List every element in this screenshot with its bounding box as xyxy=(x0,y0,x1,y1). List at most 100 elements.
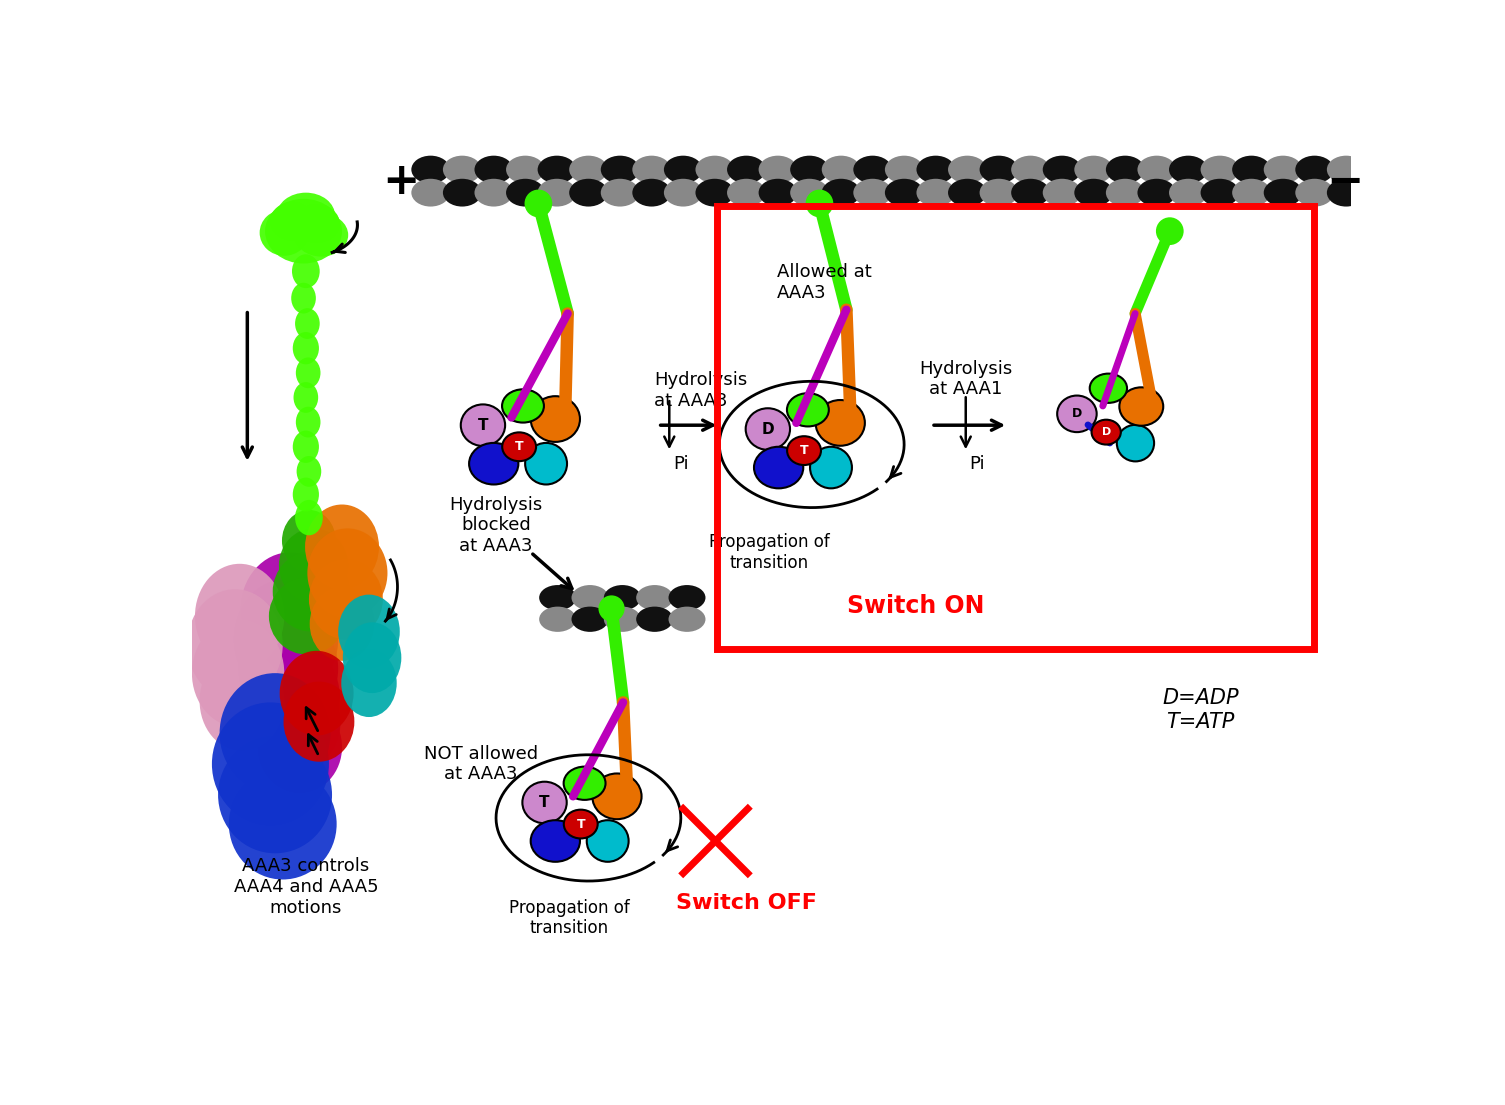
Ellipse shape xyxy=(917,179,956,207)
Ellipse shape xyxy=(727,156,766,183)
Ellipse shape xyxy=(233,579,339,699)
Text: Pi: Pi xyxy=(969,454,986,473)
Ellipse shape xyxy=(1327,156,1365,183)
Ellipse shape xyxy=(593,774,641,819)
Ellipse shape xyxy=(506,179,545,207)
Ellipse shape xyxy=(537,156,576,183)
Ellipse shape xyxy=(885,179,924,207)
Ellipse shape xyxy=(271,202,313,241)
Ellipse shape xyxy=(1156,218,1183,245)
Ellipse shape xyxy=(525,443,567,484)
Ellipse shape xyxy=(1327,179,1365,207)
Ellipse shape xyxy=(306,505,379,589)
Ellipse shape xyxy=(280,651,354,736)
Ellipse shape xyxy=(277,192,336,239)
Ellipse shape xyxy=(474,179,513,207)
Ellipse shape xyxy=(310,587,375,661)
Ellipse shape xyxy=(257,701,342,793)
Ellipse shape xyxy=(853,156,892,183)
Text: T: T xyxy=(539,794,549,810)
Text: T: T xyxy=(576,818,585,831)
Ellipse shape xyxy=(885,156,924,183)
Ellipse shape xyxy=(664,156,703,183)
Ellipse shape xyxy=(265,199,342,263)
Ellipse shape xyxy=(604,585,641,610)
Ellipse shape xyxy=(187,589,283,701)
Ellipse shape xyxy=(292,254,319,288)
Ellipse shape xyxy=(632,179,671,207)
Ellipse shape xyxy=(980,179,1017,207)
Ellipse shape xyxy=(269,578,346,654)
Ellipse shape xyxy=(251,672,340,772)
Ellipse shape xyxy=(411,179,450,207)
Ellipse shape xyxy=(569,156,608,183)
Ellipse shape xyxy=(293,204,340,243)
Ellipse shape xyxy=(569,179,608,207)
Ellipse shape xyxy=(1201,179,1239,207)
Ellipse shape xyxy=(599,596,625,621)
Ellipse shape xyxy=(1011,156,1049,183)
Ellipse shape xyxy=(244,642,340,750)
Text: D=ADP
T=ATP: D=ADP T=ATP xyxy=(1162,688,1239,732)
Ellipse shape xyxy=(668,585,706,610)
Ellipse shape xyxy=(1120,388,1163,425)
Ellipse shape xyxy=(822,179,861,207)
Ellipse shape xyxy=(220,673,331,793)
Ellipse shape xyxy=(822,156,861,183)
Ellipse shape xyxy=(637,607,673,632)
Ellipse shape xyxy=(470,443,518,484)
Ellipse shape xyxy=(600,156,640,183)
Ellipse shape xyxy=(668,607,706,632)
Text: Propagation of
transition: Propagation of transition xyxy=(709,533,829,571)
Text: D: D xyxy=(1102,428,1111,438)
Text: Allowed at
AAA3: Allowed at AAA3 xyxy=(777,263,871,302)
Text: Propagation of
transition: Propagation of transition xyxy=(509,898,629,937)
Ellipse shape xyxy=(600,179,640,207)
Ellipse shape xyxy=(1169,156,1207,183)
Ellipse shape xyxy=(1138,156,1175,183)
Ellipse shape xyxy=(980,156,1017,183)
Ellipse shape xyxy=(1106,156,1144,183)
Ellipse shape xyxy=(295,213,348,256)
Ellipse shape xyxy=(604,607,641,632)
Ellipse shape xyxy=(917,156,956,183)
Ellipse shape xyxy=(637,585,673,610)
Ellipse shape xyxy=(272,551,349,632)
Ellipse shape xyxy=(1233,179,1270,207)
Ellipse shape xyxy=(539,607,576,632)
Ellipse shape xyxy=(759,179,798,207)
Ellipse shape xyxy=(632,156,671,183)
Ellipse shape xyxy=(1233,156,1270,183)
Ellipse shape xyxy=(1106,179,1144,207)
Ellipse shape xyxy=(442,156,482,183)
Text: Switch ON: Switch ON xyxy=(847,594,984,618)
Ellipse shape xyxy=(442,179,482,207)
Ellipse shape xyxy=(948,179,987,207)
Text: −: − xyxy=(1326,159,1364,202)
Ellipse shape xyxy=(572,607,608,632)
Ellipse shape xyxy=(218,736,333,853)
Ellipse shape xyxy=(503,389,543,422)
Ellipse shape xyxy=(260,210,309,255)
Ellipse shape xyxy=(572,585,608,610)
Ellipse shape xyxy=(1075,179,1112,207)
Ellipse shape xyxy=(1264,179,1302,207)
Ellipse shape xyxy=(1117,424,1154,462)
Ellipse shape xyxy=(564,810,597,839)
Ellipse shape xyxy=(1043,156,1081,183)
Ellipse shape xyxy=(745,408,790,450)
Ellipse shape xyxy=(790,179,829,207)
Ellipse shape xyxy=(1264,156,1302,183)
Ellipse shape xyxy=(200,651,284,751)
Ellipse shape xyxy=(531,820,579,862)
Text: Hydrolysis
at AAA3: Hydrolysis at AAA3 xyxy=(653,371,746,410)
Ellipse shape xyxy=(1090,373,1127,403)
Ellipse shape xyxy=(531,397,579,442)
Ellipse shape xyxy=(1169,179,1207,207)
Ellipse shape xyxy=(193,619,284,727)
Ellipse shape xyxy=(296,456,321,487)
Ellipse shape xyxy=(212,703,330,825)
Ellipse shape xyxy=(342,650,397,717)
Ellipse shape xyxy=(525,190,552,218)
Ellipse shape xyxy=(293,382,318,413)
